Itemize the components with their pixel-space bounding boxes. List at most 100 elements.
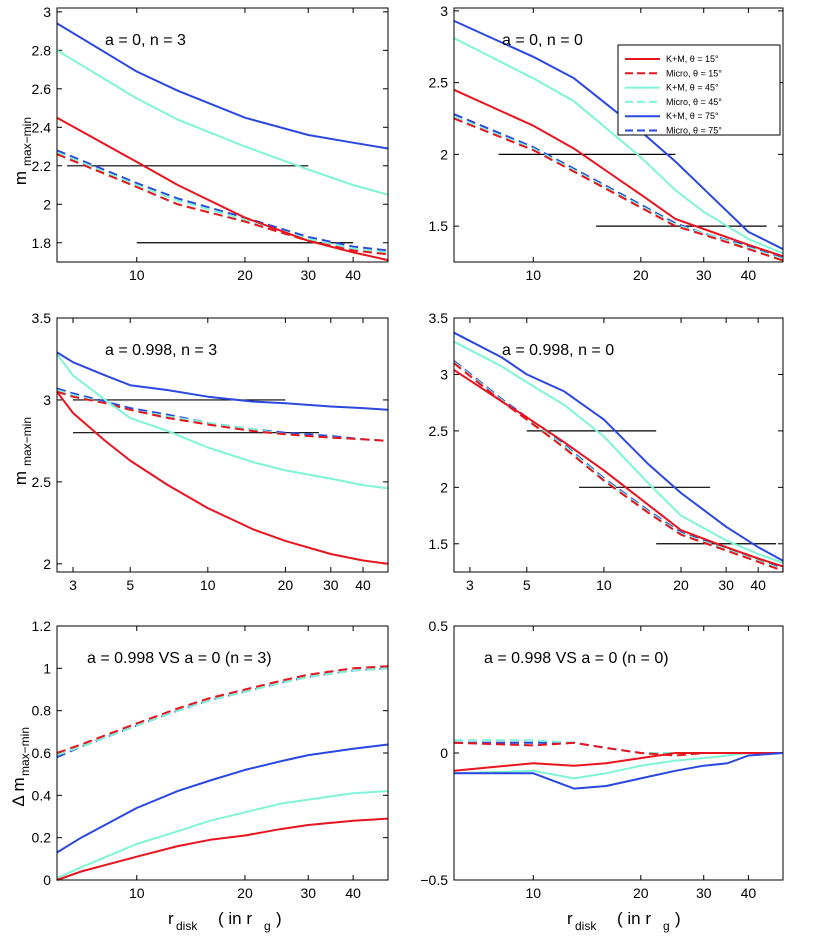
series-line-2 — [56, 665, 389, 754]
x-tick-label: 40 — [741, 267, 757, 283]
series-line-2 — [56, 390, 389, 442]
xlabel-units-sub: g — [663, 919, 670, 933]
ylabel-sub: max−min — [20, 117, 34, 166]
panel-annotation: a = 0, n = 3 — [105, 32, 186, 49]
x-tick-label: 30 — [696, 885, 712, 901]
x-tick-label: 5 — [523, 577, 531, 593]
x-tick-label: 20 — [278, 577, 294, 593]
y-tick-label: 0 — [43, 872, 51, 888]
ylabel-sub: max−min — [20, 417, 34, 466]
panel-3: 3 5 10 20 30 40 2 2.5 3 3.5 a = 0.998, n = 3 — [32, 310, 389, 593]
legend-label: K+M, θ = 75° — [666, 111, 719, 121]
y-tick-label: 2.6 — [32, 81, 52, 97]
series-line-5 — [454, 752, 784, 790]
ylabel-main: m — [11, 171, 30, 185]
series-line-3 — [56, 49, 389, 196]
legend: K+M, θ = 15° Micro, θ = 15° K+M, θ = 45° Mi… — [617, 44, 781, 136]
panel-annotation: a = 0.998, n = 0 — [502, 342, 614, 359]
y-tick-label: 3.5 — [429, 310, 449, 326]
legend-label: Micro, θ = 75° — [666, 126, 722, 136]
series-line-4 — [56, 151, 389, 254]
panel-annotation: a = 0, n = 0 — [502, 32, 583, 49]
series-line-1 — [453, 752, 783, 772]
y-tick-label: 1.5 — [429, 218, 449, 234]
series-line-3 — [56, 353, 389, 490]
series-line-1 — [453, 88, 784, 258]
x-tick-label: 20 — [633, 885, 649, 901]
plot-frame — [56, 625, 389, 881]
ylabel-main: m — [11, 471, 30, 485]
plot-area — [454, 318, 783, 572]
legend-label: Micro, θ = 15° — [666, 68, 722, 78]
panel-6: 10 20 30 40 −0.5 0 0.5 a = 0.998 VS a = 0 (n = … — [420, 618, 784, 901]
x-tick-label: 30 — [696, 267, 712, 283]
y-tick-label: 0.5 — [429, 618, 449, 634]
series-line-4 — [56, 389, 389, 442]
series-line-2 — [453, 117, 784, 262]
series-line-4 — [56, 667, 389, 757]
panel-annotation: a = 0.998 VS a = 0 (n = 3) — [87, 650, 272, 667]
series-line-5 — [453, 19, 784, 250]
y-tick-label: 2.4 — [32, 119, 52, 135]
series-line-3 — [453, 340, 784, 564]
plot-frame — [453, 317, 784, 573]
y-tick-label: 2 — [440, 479, 448, 495]
y-tick-label: 2.5 — [429, 75, 449, 91]
legend-label: K+M, θ = 45° — [666, 83, 719, 93]
series-line-3 — [453, 752, 783, 780]
x-tick-label: 3 — [69, 577, 77, 593]
x-tick-label: 40 — [345, 885, 361, 901]
xlabel-close: ) — [276, 909, 282, 928]
panel-annotation: a = 0.998, n = 3 — [105, 342, 217, 359]
series-line-3 — [453, 37, 784, 255]
y-tick-label: 0.6 — [32, 745, 52, 761]
y-tick-label: 3 — [43, 4, 51, 20]
ylabel-row3: Δ m max−min — [9, 727, 32, 807]
y-tick-label: 2 — [43, 196, 51, 212]
series-line-1 — [56, 817, 389, 881]
y-tick-label: 1.5 — [429, 536, 449, 552]
y-tick-label: 1.2 — [32, 618, 52, 634]
plot-frame — [56, 317, 389, 573]
x-tick-label: 40 — [750, 577, 766, 593]
panel-1: 10 20 30 40 1.8 2 2.2 2.4 2.6 2.8 3 a = 0, n = 3 — [32, 4, 389, 283]
ylabel-row2: m max−min — [11, 417, 34, 485]
series-line-5 — [453, 331, 784, 562]
x-tick-label: 10 — [200, 577, 216, 593]
x-tick-label: 10 — [525, 885, 541, 901]
x-tick-label: 30 — [300, 885, 316, 901]
x-tick-label: 10 — [129, 267, 145, 283]
x-tick-label: 30 — [300, 267, 316, 283]
series-line-5 — [56, 351, 389, 411]
xlabel-main: r — [168, 909, 174, 928]
y-tick-label: 3 — [43, 392, 51, 408]
xlabel-main: r — [567, 909, 573, 928]
ylabel-delta: Δ m — [9, 777, 28, 806]
y-tick-label: 1 — [43, 660, 51, 676]
y-tick-label: 0.8 — [32, 703, 52, 719]
legend-label: Micro, θ = 45° — [666, 97, 722, 107]
panel-4: 3 5 10 20 30 40 1.5 2 2.5 3 3.5 a = 0.998, n = 0 — [429, 310, 784, 593]
ylabel-sub: max−min — [18, 727, 32, 776]
y-tick-label: 0.4 — [32, 787, 52, 803]
y-tick-label: 1.8 — [32, 235, 52, 251]
x-tick-label: 30 — [718, 577, 734, 593]
series-line-2 — [56, 153, 389, 256]
y-tick-label: 2 — [440, 146, 448, 162]
series-line-4 — [453, 116, 784, 261]
x-tick-label: 20 — [673, 577, 689, 593]
xlabel-sub: disk — [176, 919, 198, 933]
y-tick-label: 2.5 — [32, 474, 52, 490]
y-tick-label: 3 — [440, 366, 448, 382]
x-tick-label: 10 — [596, 577, 612, 593]
ylabel-row1: m max−min — [11, 117, 34, 185]
series-line-1 — [56, 391, 389, 565]
x-tick-label: 30 — [323, 577, 339, 593]
series-line-1 — [56, 116, 389, 262]
series-line-5 — [56, 743, 389, 854]
legend-label: K+M, θ = 15° — [666, 54, 719, 64]
x-tick-label: 20 — [237, 267, 253, 283]
xlabel-close: ) — [675, 909, 681, 928]
xlabel-units-sub: g — [264, 919, 271, 933]
